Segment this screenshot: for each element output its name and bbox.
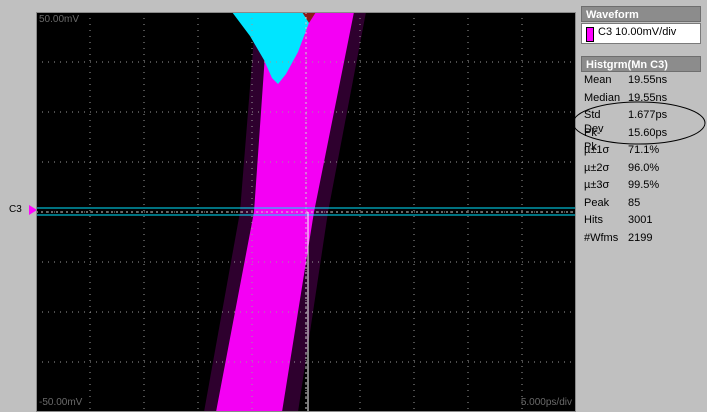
stat-value: 96.0% bbox=[628, 161, 660, 174]
waveform-plot bbox=[36, 12, 576, 412]
stat-value: 19.55ns bbox=[628, 74, 668, 86]
channel-marker-label: C3 bbox=[9, 204, 22, 215]
stat-key: Mean bbox=[584, 74, 612, 86]
channel-marker[interactable]: C3 bbox=[9, 203, 37, 217]
stat-value: 2199 bbox=[628, 231, 653, 244]
bottom-left-scale: -50.00mV bbox=[39, 397, 83, 408]
highlight-ellipse bbox=[572, 101, 706, 145]
stat-value: 85 bbox=[628, 196, 641, 209]
waveform-grid[interactable]: 50.00mV -50.00mV 5.000ps/div bbox=[36, 12, 576, 412]
histogram-header: Histgrm(Mn C3) bbox=[581, 56, 701, 72]
channel-arrow-icon bbox=[29, 205, 37, 215]
stat-key: Hits bbox=[584, 214, 603, 226]
stat-value: 71.1% bbox=[628, 144, 660, 156]
stat-key: Peak bbox=[584, 196, 610, 209]
trace-band bbox=[216, 12, 354, 412]
trace-band-haze bbox=[204, 12, 366, 412]
stat-key: µ±1σ bbox=[584, 144, 610, 156]
stat-value: 19.55ns bbox=[628, 91, 668, 104]
stat-key: Pk-Pk bbox=[584, 126, 601, 153]
trace-color-swatch bbox=[586, 27, 594, 42]
stat-value: 99.5% bbox=[628, 179, 660, 191]
stat-key: Std Dev bbox=[584, 109, 604, 135]
stat-value: 15.60ps bbox=[628, 126, 668, 139]
top-left-scale: 50.00mV bbox=[39, 14, 80, 25]
trace-label: C3 10.00mV/div bbox=[598, 26, 677, 38]
stat-value: 1.677ps bbox=[628, 109, 668, 121]
measurement-panel: Waveform C3 10.00mV/div Histgrm(Mn C3) M… bbox=[578, 0, 707, 412]
stat-key: µ±3σ bbox=[584, 179, 610, 191]
time-scale: 5.000ps/div bbox=[520, 397, 572, 408]
stat-value: 3001 bbox=[628, 214, 653, 226]
waveform-header: Waveform bbox=[581, 6, 701, 22]
trace-selector[interactable]: C3 10.00mV/div bbox=[581, 23, 701, 44]
stat-key: µ±2σ bbox=[584, 161, 610, 174]
stat-key: #Wfms bbox=[584, 231, 619, 244]
mean-marker bbox=[302, 12, 316, 23]
stat-key: Median bbox=[584, 91, 621, 104]
